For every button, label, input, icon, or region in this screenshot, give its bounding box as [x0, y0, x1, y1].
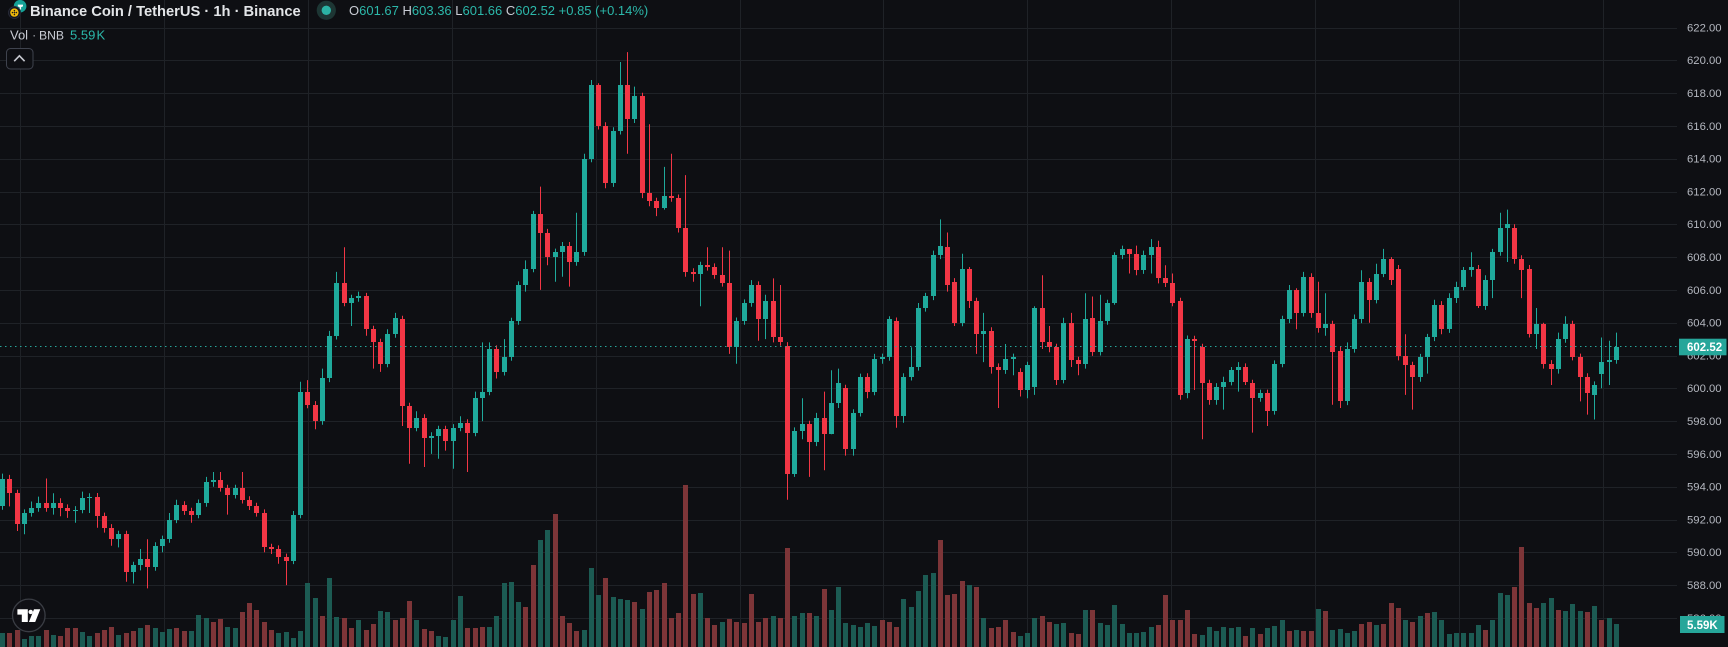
svg-text:612.00: 612.00: [1687, 186, 1722, 198]
svg-text:608.00: 608.00: [1687, 252, 1722, 264]
svg-text:614.00: 614.00: [1687, 154, 1722, 166]
svg-text:622.00: 622.00: [1687, 22, 1722, 34]
svg-text:O601.67 H603.36 L601.66 C602.5: O601.67 H603.36 L601.66 C602.52 +0.85 (+…: [349, 3, 648, 18]
svg-text:600.00: 600.00: [1687, 383, 1722, 395]
svg-text:594.00: 594.00: [1687, 482, 1722, 494]
svg-text:602.52: 602.52: [1687, 342, 1722, 354]
svg-text:610.00: 610.00: [1687, 219, 1722, 231]
svg-text:590.00: 590.00: [1687, 547, 1722, 559]
svg-text:BNB: BNB: [39, 29, 64, 43]
svg-text:596.00: 596.00: [1687, 449, 1722, 461]
svg-text:K: K: [97, 28, 106, 43]
svg-text:620.00: 620.00: [1687, 55, 1722, 67]
svg-text:598.00: 598.00: [1687, 416, 1722, 428]
svg-text:604.00: 604.00: [1687, 318, 1722, 330]
svg-text:5.59: 5.59: [70, 28, 95, 43]
svg-text:618.00: 618.00: [1687, 88, 1722, 100]
svg-text:·: ·: [32, 28, 36, 43]
svg-text:606.00: 606.00: [1687, 285, 1722, 297]
svg-text:5.59K: 5.59K: [1687, 620, 1718, 632]
svg-text:Binance Coin / TetherUS · 1h ·: Binance Coin / TetherUS · 1h · Binance: [30, 4, 301, 20]
svg-text:Vol: Vol: [10, 28, 28, 43]
svg-text:588.00: 588.00: [1687, 580, 1722, 592]
svg-text:592.00: 592.00: [1687, 514, 1722, 526]
svg-text:616.00: 616.00: [1687, 121, 1722, 133]
